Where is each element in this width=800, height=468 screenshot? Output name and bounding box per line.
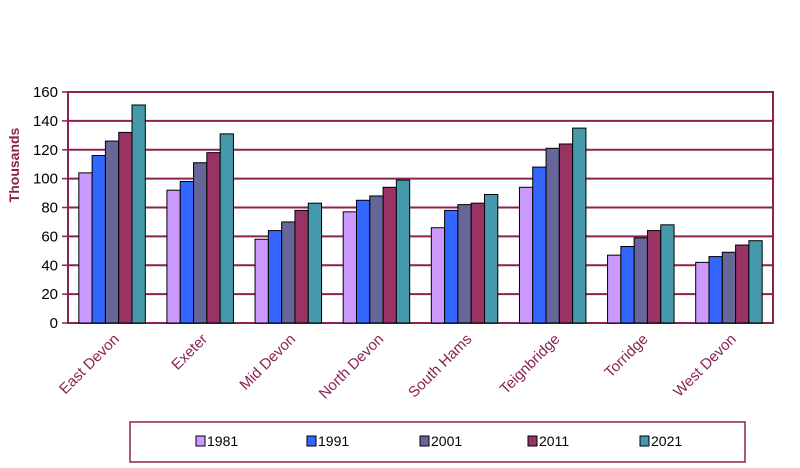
bar-1981-3: [342, 211, 357, 324]
category-label: North Devon: [316, 331, 388, 403]
y-tick-label: 140: [33, 113, 58, 130]
bar-1991-6: [620, 245, 635, 324]
bar-1981-4: [430, 227, 446, 324]
bar-2021-0: [131, 104, 146, 324]
bar-2021-5: [572, 127, 587, 324]
bar-1991-5: [532, 166, 547, 324]
legend-label: 2021: [651, 433, 682, 449]
bar-2011-0: [118, 131, 133, 324]
y-tick-label: 40: [41, 257, 58, 274]
category-label: West Devon: [670, 331, 740, 401]
legend-swatch: [527, 435, 538, 447]
bar-1991-1: [179, 181, 195, 324]
legend-swatch: [195, 435, 206, 447]
legend: 1981 1991 2001 2011 2021: [129, 421, 746, 463]
bar-2001-5: [545, 147, 560, 324]
legend-label: 2011: [539, 433, 569, 449]
category-label: East Devon: [56, 331, 123, 398]
bar-1991-7: [708, 256, 723, 324]
plot-frame: [67, 91, 774, 324]
legend-swatch: [639, 435, 650, 447]
bar-1981-7: [695, 261, 710, 324]
bar-2011-3: [382, 186, 397, 324]
category-labels: East Devon Exeter Mid Devon North Devon Sout…: [56, 331, 740, 403]
bar-2011-1: [206, 152, 221, 324]
y-tick-label: 20: [41, 286, 58, 303]
bar-1981-2: [254, 238, 269, 324]
bar-2001-3: [369, 195, 384, 324]
bars: [78, 104, 763, 324]
bar-2011-4: [470, 202, 486, 324]
y-tick-label: 120: [33, 142, 58, 159]
bar-2021-1: [219, 133, 234, 324]
bar-1981-0: [78, 172, 93, 324]
category-label: Teignbridge: [497, 331, 564, 398]
bar-1981-1: [166, 189, 181, 324]
bar-1991-0: [91, 155, 106, 324]
y-tick-label: 80: [41, 200, 58, 217]
bar-2001-1: [193, 162, 208, 324]
bar-2021-7: [748, 240, 763, 324]
bar-2021-4: [484, 194, 499, 324]
bar-2021-6: [660, 224, 675, 324]
bar-2021-3: [395, 179, 411, 324]
legend-swatch: [306, 435, 317, 447]
legend-swatch: [419, 435, 430, 447]
y-tick-labels: 0 20 40 60 80 100 120 140 160: [33, 84, 58, 332]
y-axis-label: Thousands: [6, 127, 22, 202]
category-label: South Hams: [405, 331, 475, 401]
bar-2011-2: [294, 209, 309, 324]
legend-label: 1981: [207, 433, 238, 449]
bar-2021-2: [307, 202, 323, 324]
bar-2001-2: [281, 221, 296, 324]
y-tick-label: 100: [33, 171, 58, 188]
bar-2001-4: [457, 204, 472, 324]
bar-2011-6: [646, 230, 662, 324]
bar-2011-5: [558, 143, 574, 324]
bar-1991-3: [355, 199, 371, 324]
bar-2001-7: [721, 251, 737, 324]
y-tick-label: 0: [50, 315, 58, 332]
legend-label: 2001: [431, 433, 462, 449]
y-tick-label: 60: [41, 228, 58, 245]
bar-2011-7: [735, 244, 750, 324]
legend-label: 1991: [318, 433, 349, 449]
y-tick-label: 160: [33, 84, 58, 101]
bar-1981-6: [607, 254, 622, 324]
category-label: Mid Devon: [236, 331, 299, 394]
bar-1991-2: [267, 230, 283, 324]
category-label: Torridge: [601, 331, 651, 381]
category-label: Exeter: [168, 331, 211, 374]
bar-2001-6: [633, 237, 648, 324]
bar-2001-0: [104, 140, 120, 324]
bar-1991-4: [444, 209, 459, 324]
bar-1981-5: [518, 186, 534, 324]
